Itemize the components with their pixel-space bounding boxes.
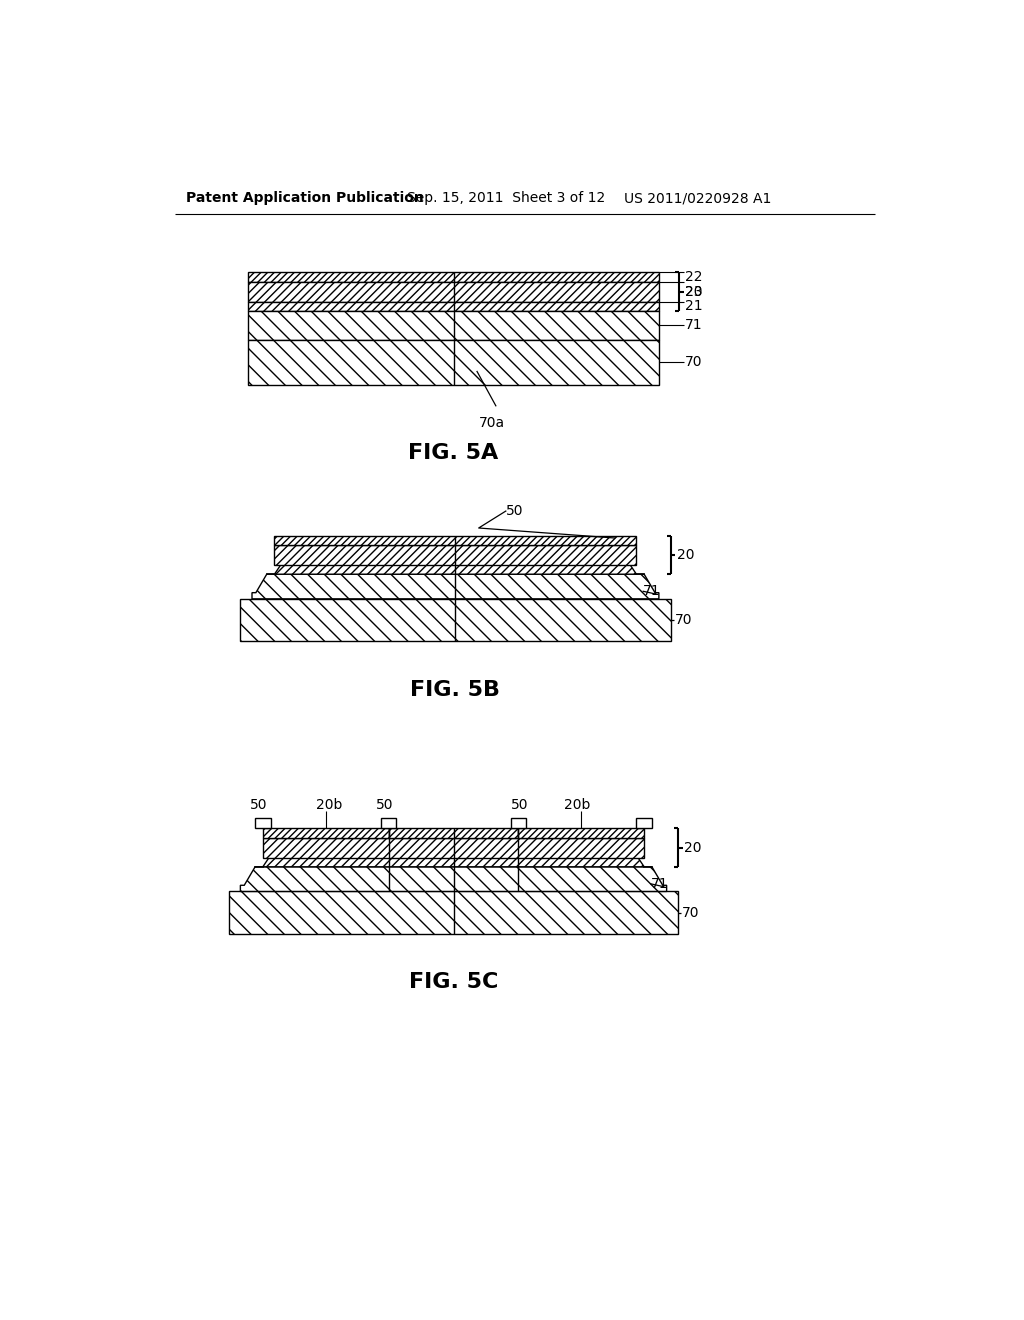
Text: 50: 50 [376, 799, 393, 812]
Bar [241, 599, 671, 642]
Bar [248, 312, 658, 341]
Text: 71: 71 [651, 876, 669, 891]
Text: 70: 70 [685, 355, 702, 370]
Text: FIG. 5B: FIG. 5B [411, 680, 501, 700]
Polygon shape [274, 565, 636, 574]
Polygon shape [274, 545, 636, 565]
Bar [381, 817, 396, 829]
Bar [511, 817, 526, 829]
Bar [255, 817, 270, 829]
Bar [248, 272, 658, 281]
Text: FIG. 5A: FIG. 5A [409, 442, 499, 462]
Bar [248, 341, 658, 385]
Text: 22: 22 [685, 271, 702, 284]
Text: 20: 20 [684, 841, 701, 854]
Text: 23: 23 [685, 285, 702, 298]
Polygon shape [274, 536, 636, 545]
Bar [263, 829, 389, 837]
Bar [248, 302, 658, 312]
Polygon shape [263, 837, 644, 858]
Text: FIG. 5C: FIG. 5C [409, 973, 499, 993]
Text: 70a: 70a [479, 416, 505, 429]
Text: Sep. 15, 2011  Sheet 3 of 12: Sep. 15, 2011 Sheet 3 of 12 [407, 191, 605, 206]
Text: Patent Application Publication: Patent Application Publication [186, 191, 424, 206]
Text: 20: 20 [677, 548, 694, 562]
Bar [228, 891, 678, 933]
Text: 20b: 20b [316, 799, 343, 812]
Text: 20b: 20b [564, 799, 591, 812]
Text: US 2011/0220928 A1: US 2011/0220928 A1 [624, 191, 771, 206]
Bar [248, 281, 658, 302]
Bar [636, 817, 652, 829]
Text: 71: 71 [643, 585, 662, 598]
Text: 20: 20 [685, 285, 702, 298]
Text: 50: 50 [511, 799, 528, 812]
Bar [518, 829, 644, 837]
Text: 21: 21 [685, 300, 702, 313]
Polygon shape [263, 858, 644, 867]
Text: 70: 70 [682, 906, 699, 920]
Text: 70: 70 [675, 612, 692, 627]
Polygon shape [252, 574, 658, 599]
Polygon shape [241, 867, 667, 891]
Text: 71: 71 [685, 318, 702, 333]
Text: 50: 50 [506, 504, 523, 517]
Text: 50: 50 [250, 799, 267, 812]
Bar [389, 829, 518, 837]
